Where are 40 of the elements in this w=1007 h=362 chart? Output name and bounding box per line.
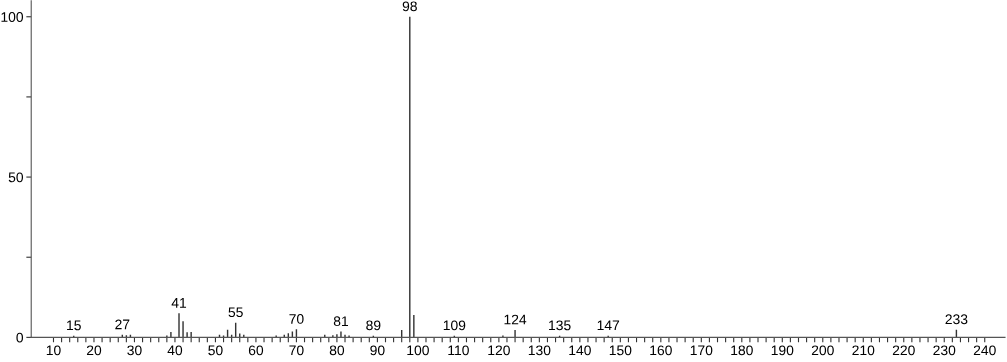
x-tick-label: 110 xyxy=(448,345,469,356)
annotation: 124 xyxy=(504,314,527,325)
x-tick-label: 90 xyxy=(370,345,385,356)
x-tick-label: 130 xyxy=(528,345,551,356)
annotation: 15 xyxy=(67,320,81,331)
annotation: 81 xyxy=(333,316,349,327)
annotation: 98 xyxy=(402,1,417,12)
x-tick-label: 140 xyxy=(569,345,591,356)
annotation: 70 xyxy=(289,314,304,324)
annotation: 109 xyxy=(443,320,466,331)
annotation: 233 xyxy=(945,314,968,325)
annotation: 147 xyxy=(597,320,620,331)
annotation: 89 xyxy=(366,320,381,331)
x-tick-label: 160 xyxy=(650,345,672,356)
x-tick-label: 230 xyxy=(933,345,956,356)
x-tick-label: 20 xyxy=(86,345,102,356)
x-tick-label: 150 xyxy=(609,345,632,356)
x-tick-label: 240 xyxy=(973,345,996,356)
y-tick-label: 0 xyxy=(16,332,24,343)
y-tick-label: 50 xyxy=(8,172,24,183)
x-tick-label: 60 xyxy=(248,345,264,356)
x-tick-label: 80 xyxy=(329,345,345,356)
x-tick-label: 120 xyxy=(488,345,510,356)
x-tick-label: 210 xyxy=(852,345,875,356)
annotation: 135 xyxy=(549,320,571,331)
annotation: 27 xyxy=(115,319,130,330)
x-tick-label: 70 xyxy=(289,345,304,356)
annotation: 41 xyxy=(171,298,187,308)
x-tick-label: 30 xyxy=(127,345,142,356)
x-tick-label: 190 xyxy=(771,345,794,356)
x-tick-label: 50 xyxy=(208,345,223,356)
x-tick-label: 220 xyxy=(892,345,915,356)
x-tick-label: 170 xyxy=(690,345,713,356)
x-tick-label: 180 xyxy=(731,345,753,356)
annotation: 55 xyxy=(228,307,243,318)
y-tick-label: 100 xyxy=(1,12,24,22)
x-tick-label: 200 xyxy=(811,345,834,356)
x-tick-label: 40 xyxy=(167,345,183,356)
x-tick-label: 100 xyxy=(407,345,429,356)
x-tick-label: 10 xyxy=(46,345,61,356)
